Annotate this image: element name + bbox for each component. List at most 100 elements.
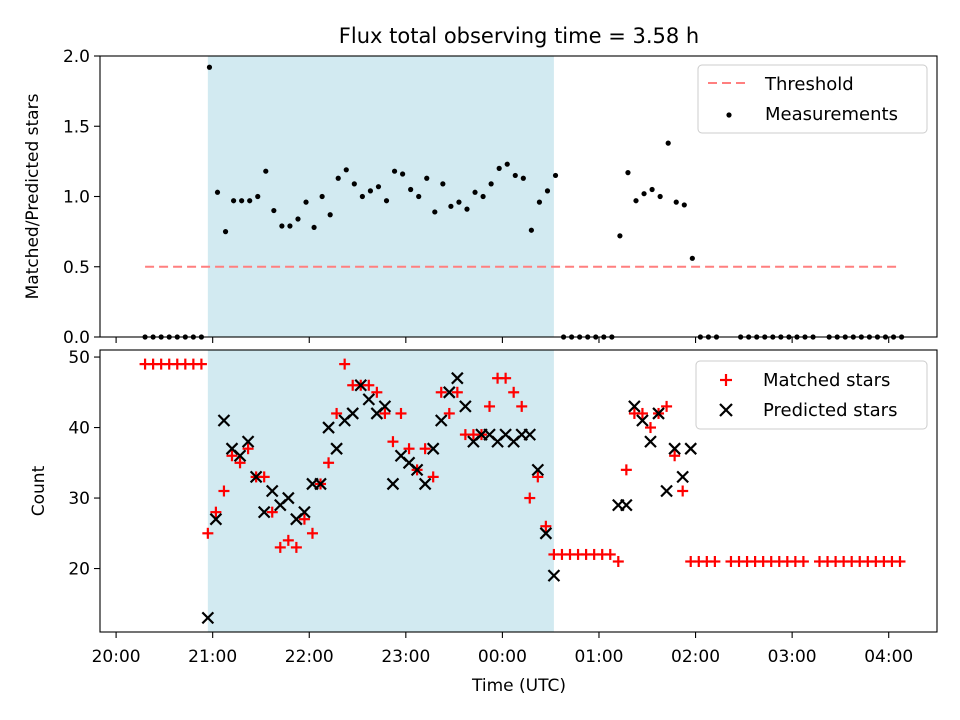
measurement-point (279, 223, 285, 229)
predicted-stars-point (418, 477, 432, 491)
matched-stars-point (323, 457, 335, 469)
measurement-point (311, 224, 317, 231)
matched-stars-point (306, 527, 318, 539)
matched-stars-point (532, 471, 544, 483)
measurement-point (327, 212, 333, 218)
matched-stars-point (612, 556, 624, 567)
measurement-point (432, 209, 438, 215)
measurement-point (424, 175, 430, 181)
measurement-point (343, 167, 349, 173)
x-tick-label: 22:00 (285, 647, 334, 667)
matched-stars-point (298, 513, 310, 525)
predicted-stars-point (644, 435, 657, 448)
matched-stars-point (363, 379, 375, 391)
measurement-point (544, 188, 551, 194)
shaded-interval (207, 56, 554, 337)
measurement-point (214, 189, 221, 195)
measurement-point (480, 193, 486, 200)
measurement-point (303, 199, 309, 205)
measurement-point (641, 191, 647, 197)
y-tick-label: 30 (68, 489, 90, 509)
measurement-point (271, 207, 277, 214)
matched-stars-point (451, 386, 463, 398)
predicted-stars-point (410, 463, 424, 477)
predicted-stars-point (249, 470, 263, 484)
predicted-stars-point (547, 569, 561, 582)
y-tick-label: 1.5 (63, 117, 90, 137)
predicted-stars-point (676, 470, 689, 484)
measurement-point (456, 199, 462, 205)
predicted-stars-point (652, 407, 665, 420)
measurement-point (351, 181, 357, 187)
matched-stars-point (516, 400, 528, 412)
matched-stars-point (331, 407, 343, 419)
predicted-stars-point (451, 371, 464, 385)
measurement-point (536, 199, 543, 205)
plot-frame (99, 55, 938, 338)
predicted-stars-point (217, 414, 231, 427)
matched-stars-point (419, 443, 431, 455)
matched-stars-point (500, 372, 512, 384)
matched-stars-point (195, 358, 207, 370)
x-tick-label: 21:00 (188, 647, 237, 667)
predicted-stars-point (620, 498, 633, 512)
matched-stars-series (139, 358, 906, 567)
matched-stars-point (620, 464, 632, 476)
predicted-stars-point (362, 393, 376, 406)
measurement-point (375, 184, 382, 190)
measurement-point (496, 165, 502, 171)
measurement-point (367, 188, 374, 194)
predicted-stars-point (434, 414, 448, 427)
matched-stars-point (258, 471, 270, 483)
y-tick-label: 40 (68, 419, 90, 439)
measurement-point (625, 170, 631, 176)
predicted-stars-point (684, 442, 698, 455)
measurement-point (440, 181, 446, 187)
predicted-stars-point (282, 491, 295, 505)
x-tick-label: 20:00 (92, 647, 141, 667)
measurement-point (649, 186, 655, 193)
predicted-stars-point (523, 428, 537, 441)
x-tick-label: 04:00 (864, 647, 913, 667)
predicted-stars-point (660, 484, 673, 498)
matched-stars-point (274, 541, 286, 553)
matched-stars-point (371, 386, 383, 398)
matched-stars-point (282, 534, 294, 546)
matched-stars-point (427, 471, 439, 483)
matched-stars-point (484, 400, 496, 412)
matched-stars-point (524, 492, 536, 504)
y-axis: 0.0 0.5 1.0 1.5 2.0 (63, 47, 100, 348)
predicted-stars-series (201, 371, 698, 625)
predicted-stars-point (354, 378, 368, 392)
predicted-stars-point (426, 442, 440, 455)
matched-stars-point (644, 422, 656, 434)
predicted-stars-point (668, 442, 681, 455)
measurement-point (689, 255, 695, 261)
matched-stars-point (339, 358, 351, 370)
measurement-point (319, 193, 325, 200)
legend-predicted-label: Predicted stars (763, 400, 897, 421)
matched-stars-point (669, 450, 681, 462)
x-axis: 20:00 21:00 22:00 23:00 00:00 01:00 02:00 03:00… (92, 632, 913, 667)
legend: Matched stars Predicted stars (695, 360, 928, 430)
measurement-point (400, 171, 406, 177)
measurement-point (665, 140, 671, 146)
measurement-point (391, 168, 398, 174)
measurement-point (512, 172, 518, 179)
legend-matched-label: Matched stars (763, 370, 890, 391)
legend: Threshold Measurements (697, 64, 928, 134)
ratio-panel: 0.00.51.01.52.0 Matched/Predicted stars … (23, 47, 938, 348)
predicted-stars-point (386, 477, 400, 491)
measurement-point (552, 172, 559, 179)
legend-measurements-swatch (726, 112, 732, 118)
measurement-point (383, 198, 390, 204)
predicted-stars-point (531, 463, 545, 477)
measurement-point (263, 168, 269, 174)
y-axis-label: Matched/Predicted stars (23, 93, 43, 299)
predicted-stars-point (209, 512, 223, 526)
matched-stars-point (661, 400, 673, 412)
measurement-point (287, 223, 293, 229)
measurement-point (239, 198, 245, 204)
measurement-point (230, 198, 237, 204)
